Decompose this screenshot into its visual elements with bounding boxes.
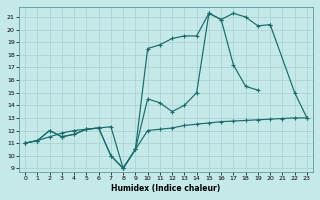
- X-axis label: Humidex (Indice chaleur): Humidex (Indice chaleur): [111, 184, 221, 193]
